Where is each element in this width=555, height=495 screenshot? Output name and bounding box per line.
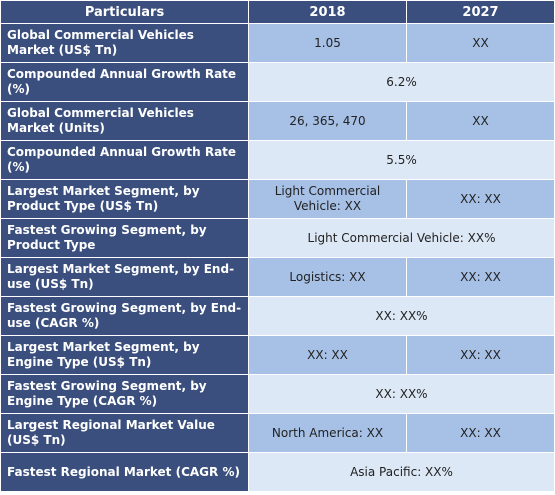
table-row: Largest Regional Market Value (US$ Tn) N… — [0, 413, 555, 453]
value-2027: XX — [406, 101, 555, 141]
table-row: Largest Market Segment, by End-use (US$ … — [0, 257, 555, 297]
table-row: Largest Market Segment, by Engine Type (… — [0, 335, 555, 375]
table-row: Global Commercial Vehicles Market (US$ T… — [0, 23, 555, 63]
header-particulars: Particulars — [0, 0, 249, 24]
header-2018: 2018 — [248, 0, 407, 24]
value-2027: XX — [406, 23, 555, 63]
row-label: Compounded Annual Growth Rate (%) — [0, 62, 249, 102]
value-2018: XX: XX — [248, 335, 407, 375]
value-2018: North America: XX — [248, 413, 407, 453]
value-merged: XX: XX% — [248, 374, 555, 414]
value-2018: Light Commercial Vehicle: XX — [248, 179, 407, 219]
row-label: Global Commercial Vehicles Market (Units… — [0, 101, 249, 141]
row-label: Compounded Annual Growth Rate (%) — [0, 140, 249, 180]
row-label: Fastest Growing Segment, by Product Type — [0, 218, 249, 258]
row-label: Largest Market Segment, by End-use (US$ … — [0, 257, 249, 297]
value-merged: 6.2% — [248, 62, 555, 102]
row-label: Global Commercial Vehicles Market (US$ T… — [0, 23, 249, 63]
table-row: Fastest Growing Segment, by Engine Type … — [0, 374, 555, 414]
table-row: Largest Market Segment, by Product Type … — [0, 179, 555, 219]
table-header-row: Particulars 2018 2027 — [0, 0, 555, 24]
value-2018: Logistics: XX — [248, 257, 407, 297]
row-label: Largest Market Segment, by Product Type … — [0, 179, 249, 219]
value-2018: 26, 365, 470 — [248, 101, 407, 141]
value-merged: XX: XX% — [248, 296, 555, 336]
value-2018: 1.05 — [248, 23, 407, 63]
value-2027: XX: XX — [406, 413, 555, 453]
value-2027: XX: XX — [406, 179, 555, 219]
value-2027: XX: XX — [406, 257, 555, 297]
row-label: Largest Market Segment, by Engine Type (… — [0, 335, 249, 375]
table-row: Fastest Regional Market (CAGR %) Asia Pa… — [0, 452, 555, 492]
value-merged: Asia Pacific: XX% — [248, 452, 555, 492]
table-row: Fastest Growing Segment, by Product Type… — [0, 218, 555, 258]
table-row: Global Commercial Vehicles Market (Units… — [0, 101, 555, 141]
header-2027: 2027 — [406, 0, 555, 24]
row-label: Fastest Growing Segment, by Engine Type … — [0, 374, 249, 414]
row-label: Fastest Regional Market (CAGR %) — [0, 452, 249, 492]
value-merged: Light Commercial Vehicle: XX% — [248, 218, 555, 258]
table-row: Fastest Growing Segment, by End-use (CAG… — [0, 296, 555, 336]
table-row: Compounded Annual Growth Rate (%) 6.2% — [0, 62, 555, 102]
row-label: Fastest Growing Segment, by End-use (CAG… — [0, 296, 249, 336]
value-2027: XX: XX — [406, 335, 555, 375]
table-row: Compounded Annual Growth Rate (%) 5.5% — [0, 140, 555, 180]
value-merged: 5.5% — [248, 140, 555, 180]
row-label: Largest Regional Market Value (US$ Tn) — [0, 413, 249, 453]
